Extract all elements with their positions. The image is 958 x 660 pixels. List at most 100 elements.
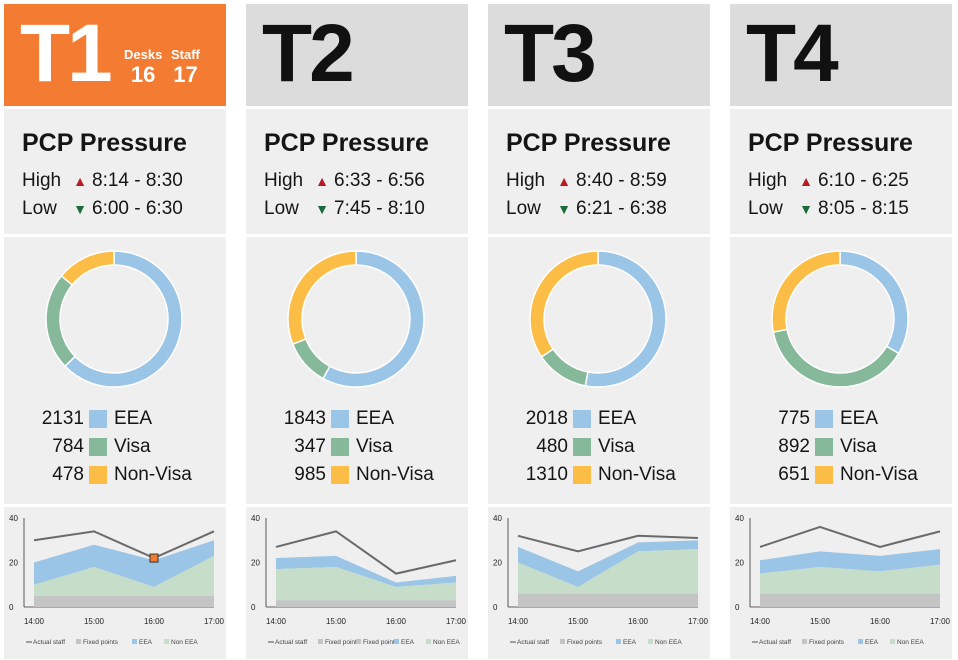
high-label: High [22, 170, 62, 191]
terminal-header[interactable]: T1 Desks 16 Staff 17 [4, 4, 226, 106]
legend-item: 1310 Non-Visa [488, 461, 710, 489]
legend-swatch-icon [560, 639, 565, 644]
high-range: 6:10 - 6:25 [818, 170, 909, 191]
chart-legend-item: EEA [132, 639, 153, 646]
y-tick-label: 40 [493, 514, 502, 523]
legend-value: 478 [52, 464, 84, 485]
chart-legend-item: Actual staff [510, 639, 549, 646]
area-non-eea [760, 564, 940, 594]
passenger-split-section: 775 EEA 892 Visa 651 Non-Visa [730, 237, 952, 504]
high-range: 6:33 - 6:56 [334, 170, 425, 191]
chart-legend-label: EEA [623, 639, 637, 646]
chart-legend-item: Non EEA [164, 639, 198, 646]
terminal-panel-t2[interactable]: T2 PCP Pressure High ▲ 6:33 - 6:56 Low ▼ 7:45 -… [246, 4, 468, 659]
y-tick-label: 0 [493, 603, 498, 612]
legend-item: 651 Non-Visa [730, 461, 952, 489]
area-eea [518, 540, 698, 587]
area-eea [276, 555, 456, 587]
legend-name: Non-Visa [598, 464, 676, 485]
selected-point-marker[interactable] [149, 553, 159, 563]
low-range: 6:00 - 6:30 [92, 198, 183, 219]
chart-legend-label: Fixed points [567, 639, 603, 646]
high-label: High [748, 170, 788, 191]
y-tick-label: 20 [251, 559, 260, 568]
low-label: Low [748, 198, 783, 219]
pcp-title: PCP Pressure [506, 129, 671, 157]
area-fixed-points [518, 593, 698, 607]
line-actual-staff [275, 530, 457, 575]
area-fixed-points [34, 595, 214, 607]
chart-legend-item: Non EEA [426, 639, 460, 646]
donut-slice-non-visa [60, 250, 115, 286]
high-label: High [506, 170, 546, 191]
legend-swatch [573, 438, 591, 456]
legend-name: Non-Visa [840, 464, 918, 485]
legend-name: Visa [840, 436, 877, 457]
terminal-panel-t1[interactable]: T1 Desks 16 Staff 17 PCP Pressure High ▲ 8:14 - … [4, 4, 226, 659]
passenger-split-section: 2018 EEA 480 Visa 1310 Non-Visa [488, 237, 710, 504]
legend-name: EEA [598, 408, 637, 429]
high-label: High [264, 170, 304, 191]
terminal-header[interactable]: T4 [730, 4, 952, 106]
low-label: Low [506, 198, 541, 219]
desks-stat: Desks 16 [124, 48, 162, 88]
legend-value: 775 [778, 408, 810, 429]
triangle-up-icon: ▲ [73, 173, 87, 189]
pcp-title: PCP Pressure [22, 129, 187, 157]
terminal-id: T3 [504, 8, 597, 99]
terminal-panel-t3[interactable]: T3 PCP Pressure High ▲ 8:40 - 8:59 Low ▼ 6:21 -… [488, 4, 710, 659]
legend-swatch [331, 466, 349, 484]
x-tick-label: 16:00 [870, 617, 891, 626]
legend-swatch-icon [356, 639, 361, 644]
terminal-header[interactable]: T2 [246, 4, 468, 106]
chart-legend-item: Fixed points [356, 639, 399, 646]
pcp-pressure-section: PCP Pressure High ▲ 6:10 - 6:25 Low ▼ 8:05 - 8… [730, 109, 952, 234]
pcp-high-row: High ▲ 8:14 - 8:30 [22, 167, 226, 195]
y-tick-label: 0 [9, 603, 14, 612]
low-range: 7:45 - 8:10 [334, 198, 425, 219]
x-tick-label: 17:00 [204, 617, 225, 626]
passenger-legend: 2018 EEA 480 Visa 1310 Non-Visa [488, 405, 710, 489]
x-tick-label: 16:00 [144, 617, 165, 626]
donut-chart [529, 250, 667, 388]
legend-value: 985 [294, 464, 326, 485]
chart-legend-label: Fixed points [809, 639, 845, 646]
legend-swatch-icon [132, 639, 137, 644]
y-tick-label: 40 [735, 514, 744, 523]
y-tick-label: 0 [251, 603, 256, 612]
donut-slice-visa [291, 337, 331, 380]
triangle-down-icon: ▼ [557, 201, 571, 217]
x-tick-label: 14:00 [508, 617, 529, 626]
chart-legend-item: Fixed points [802, 639, 845, 646]
donut-slice-visa [772, 328, 900, 388]
staffing-chart-section: 40 20 0 14:00 15:00 16:00 17:00 Actual staff Fix… [4, 507, 226, 659]
pcp-low-row: Low ▼ 8:05 - 8:15 [748, 195, 952, 223]
low-range: 6:21 - 6:38 [576, 198, 667, 219]
x-tick-label: 15:00 [84, 617, 105, 626]
legend-value: 347 [294, 436, 326, 457]
legend-item: 478 Non-Visa [4, 461, 226, 489]
area-fixed-points [760, 593, 940, 607]
pcp-pressure-section: PCP Pressure High ▲ 8:14 - 8:30 Low ▼ 6:00 - 6… [4, 109, 226, 234]
x-tick-label: 14:00 [266, 617, 287, 626]
low-label: Low [264, 198, 299, 219]
legend-swatch [89, 466, 107, 484]
legend-value: 784 [52, 436, 84, 457]
legend-value: 892 [778, 436, 810, 457]
staffing-area-chart: 40 20 0 14:00 15:00 16:00 17:00 Actual staff Fix… [493, 514, 709, 646]
legend-swatch-icon [318, 639, 323, 644]
desks-count: 16 [130, 62, 156, 87]
donut-chart [287, 250, 425, 388]
staff-count: 17 [173, 62, 198, 87]
area-non-eea [34, 555, 214, 596]
terminal-panel-t4[interactable]: T4 PCP Pressure High ▲ 6:10 - 6:25 Low ▼ 8:05 -… [730, 4, 952, 659]
chart-legend-item: Non EEA [648, 639, 682, 646]
legend-swatch-icon [648, 639, 653, 644]
y-tick-label: 20 [9, 559, 18, 568]
legend-swatch-icon [616, 639, 621, 644]
staff-stat: Staff 17 [171, 48, 200, 88]
chart-legend-label: Non EEA [171, 639, 198, 646]
terminal-header[interactable]: T3 [488, 4, 710, 106]
donut-slice-non-visa [287, 250, 357, 346]
legend-swatch-icon [802, 639, 807, 644]
